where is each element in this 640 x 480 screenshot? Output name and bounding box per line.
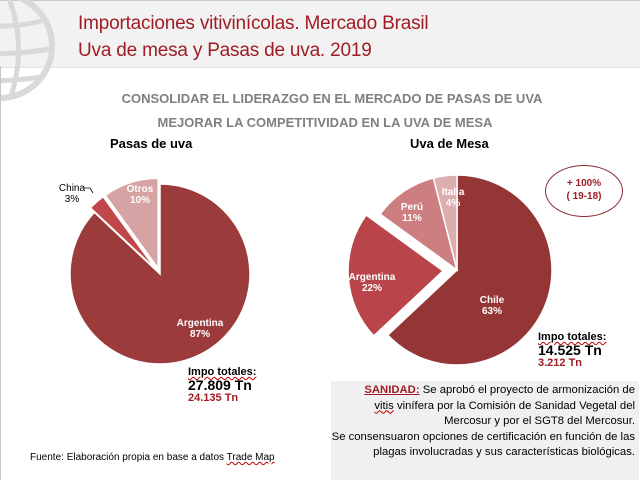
totals-value: 14.525 Tn xyxy=(538,342,602,358)
pie-value-otros: 10% xyxy=(130,195,150,206)
pie-slice-italia xyxy=(432,174,458,271)
pie-label-italia: Italia xyxy=(442,187,465,198)
pie-label-china: China xyxy=(59,183,86,194)
pie-slice-otros xyxy=(104,177,159,271)
header-banner: Importaciones vitivinícolas. Mercado Bra… xyxy=(0,0,640,101)
globe-logo-icon xyxy=(0,0,55,101)
note-word-vitis: vitis xyxy=(374,399,394,412)
totals-value: 27.809 Tn xyxy=(188,377,252,393)
note-text3: Se consensuaron opciones de certificació… xyxy=(331,430,635,459)
growth-value: + 100% xyxy=(566,178,602,189)
totals-pasas: Impo totales: 27.809 Tn 24.135 Tn xyxy=(188,366,256,405)
note-text2: vinífera por la Comisión de Sanidad Vege… xyxy=(393,399,635,428)
pie-value-argentina: 87% xyxy=(190,329,210,340)
subtitle-pasas: CONSOLIDAR EL LIDERAZGO EN EL MERCADO DE… xyxy=(121,91,543,106)
pie-slice-argentina xyxy=(347,213,445,337)
pie-value-chile: 63% xyxy=(482,306,502,317)
source-link: Trade Map xyxy=(226,452,275,463)
pie-label-otros: Otros xyxy=(127,184,154,195)
totals-uva-mesa: Impo totales: 14.525 Tn 3.212 Tn xyxy=(538,331,606,370)
subtitle-uva-mesa: MEJORAR LA COMPETITIVIDAD EN LA UVA DE M… xyxy=(157,115,493,130)
pie-slice-perú xyxy=(379,177,459,272)
chart-title-pasas: Pasas de uva xyxy=(110,136,193,151)
pie-value-argentina: 22% xyxy=(362,283,382,294)
note-text1: Se aprobó el proyecto de armonización de xyxy=(419,384,635,396)
pie-label-argentina: Argentina xyxy=(177,318,224,329)
growth-period: ( 19-18) xyxy=(566,191,602,202)
note-heading: SANIDAD: xyxy=(364,384,420,396)
pie-label-argentina: Argentina xyxy=(349,272,396,283)
pie-value-perú: 11% xyxy=(402,213,422,224)
pie-slice-argentina xyxy=(69,183,251,365)
totals-label: Impo totales: xyxy=(188,366,257,378)
totals-secondary: 24.135 Tn xyxy=(188,392,239,404)
china-leader-line xyxy=(84,187,94,194)
sanidad-note: SANIDAD: Se aprobó el proyecto de armoni… xyxy=(331,381,639,480)
source-prefix: Fuente: Elaboración propia en base a dat… xyxy=(30,452,227,463)
slide-border xyxy=(0,66,1,480)
page-title-line2: Uva de mesa y Pasas de uva. 2019 xyxy=(78,40,372,61)
pie-slice-chile xyxy=(386,174,553,366)
chart-title-uva-mesa: Uva de Mesa xyxy=(410,136,489,151)
growth-badge: + 100% ( 19-18) xyxy=(545,165,623,217)
totals-label: Impo totales: xyxy=(538,331,607,343)
page-title-line1: Importaciones vitivinícolas. Mercado Bra… xyxy=(78,13,429,34)
source-note: Fuente: Elaboración propia en base a dat… xyxy=(30,452,275,463)
pie-slice-china xyxy=(89,195,157,271)
totals-secondary: 3.212 Tn xyxy=(538,357,583,369)
pie-value-italia: 4% xyxy=(446,198,461,209)
pie-label-perú: Perú xyxy=(401,202,423,213)
pie-label-chile: Chile xyxy=(480,295,505,306)
pie-value-china: 3% xyxy=(65,194,80,205)
